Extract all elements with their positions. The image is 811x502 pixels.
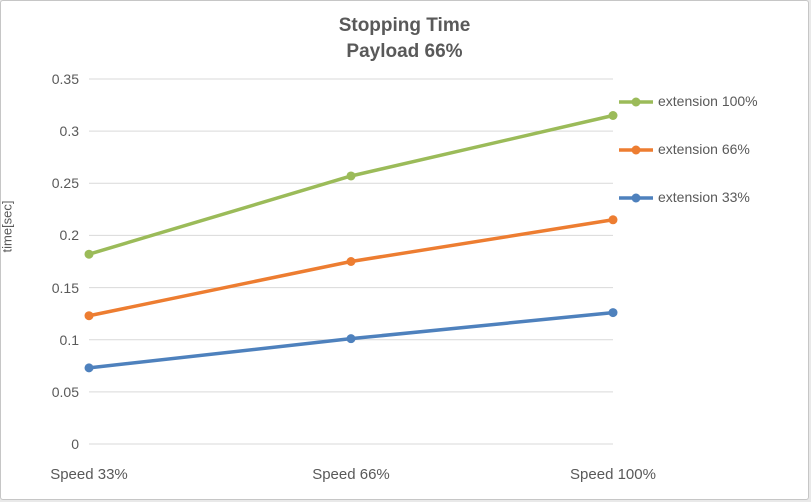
y-tick-label: 0.3 <box>59 123 79 140</box>
legend-item: extension 66% <box>619 137 804 161</box>
x-tick-label: Speed 100% <box>570 466 656 483</box>
legend-item: extension 100% <box>619 89 804 113</box>
y-tick-label: 0.1 <box>59 331 79 348</box>
plot-area <box>84 78 618 445</box>
legend-line-marker-icon <box>619 191 653 203</box>
legend-label: extension 33% <box>658 189 750 205</box>
legend-line-marker-icon <box>619 95 653 107</box>
legend-item: extension 33% <box>619 185 804 209</box>
y-tick-label: 0.35 <box>51 71 79 87</box>
y-tick-label: 0.2 <box>59 227 79 244</box>
legend-line-marker-icon <box>619 143 653 155</box>
y-tick-label: 0.15 <box>51 279 79 296</box>
chart-title: Stopping Time Payload 66% <box>1 13 808 65</box>
legend: extension 100% extension 66% extension 3… <box>619 89 804 233</box>
chart-title-line2: Payload 66% <box>346 41 463 62</box>
legend-label: extension 100% <box>658 93 758 109</box>
legend-label: extension 66% <box>658 141 750 157</box>
y-tick-label: 0 <box>71 436 79 452</box>
y-tick-label: 0.25 <box>51 175 79 192</box>
y-tick-label: 0.05 <box>51 383 79 400</box>
x-tick-label: Speed 66% <box>312 466 390 483</box>
x-tick-label: Speed 33% <box>50 466 128 483</box>
chart-title-line1: Stopping Time <box>338 15 471 36</box>
